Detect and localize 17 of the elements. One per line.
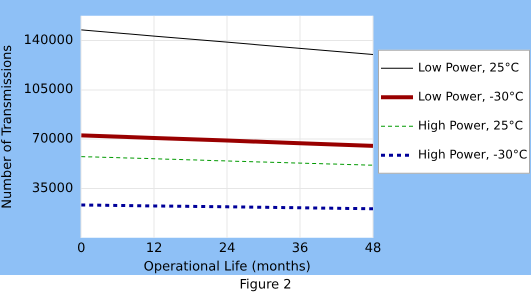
x-tick-label: 36 — [292, 240, 308, 256]
x-tick-label: 12 — [146, 240, 162, 256]
line-series — [81, 156, 373, 166]
y-tick-label: 140000 — [24, 32, 74, 48]
x-tick-label: 48 — [364, 240, 382, 256]
legend-label: High Power, 25°C — [418, 118, 523, 132]
y-tick-label: 105000 — [24, 82, 74, 98]
y-axis-title: Number of Transmissions — [0, 44, 16, 209]
x-axis-title: Operational Life (months) — [144, 260, 311, 275]
y-tick-label: 35000 — [32, 180, 74, 196]
x-tick-label: 0 — [77, 240, 86, 256]
caption: Figure 2 — [239, 277, 292, 292]
legend-label: Low Power, 25°C — [418, 60, 520, 74]
x-tick-label: 24 — [218, 240, 236, 256]
y-tick-label: 70000 — [32, 132, 74, 147]
legend-label: Low Power, -30°C — [418, 89, 524, 104]
legend-label: High Power, -30°C — [418, 147, 528, 162]
